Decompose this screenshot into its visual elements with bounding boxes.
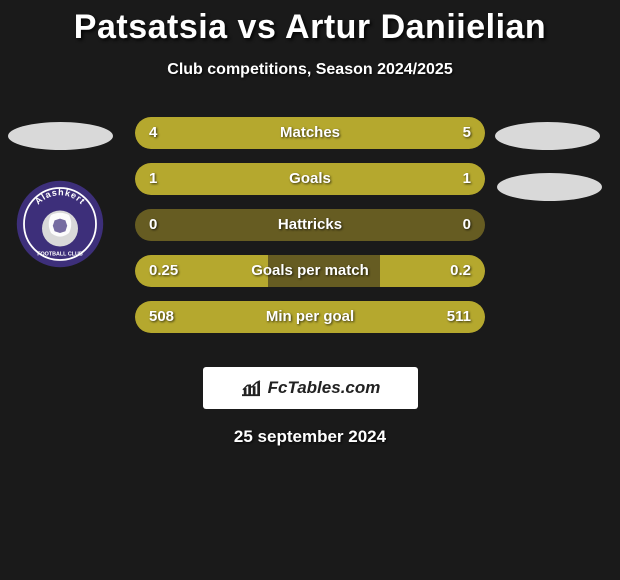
chart-icon — [240, 379, 262, 397]
player-left-placeholder — [8, 122, 113, 150]
stat-bar: 508511Min per goal — [135, 301, 485, 333]
comparison-arena: Alashkert FOOTBALL CLUB 45Matches 11Goals… — [0, 109, 620, 349]
stat-bars: 45Matches 11Goals 00Hattricks 0.250.2Goals … — [135, 117, 485, 347]
footer-brand-text: FcTables.com — [268, 378, 381, 398]
stat-bar: 45Matches — [135, 117, 485, 149]
bar-label: Matches — [135, 117, 485, 149]
stat-bar: 0.250.2Goals per match — [135, 255, 485, 287]
club-logo-alashkert: Alashkert FOOTBALL CLUB — [15, 179, 105, 269]
footer-brand: FcTables.com — [203, 367, 418, 409]
bar-label: Goals — [135, 163, 485, 195]
bar-label: Hattricks — [135, 209, 485, 241]
player-right-placeholder-1 — [495, 122, 600, 150]
subtitle: Club competitions, Season 2024/2025 — [0, 61, 620, 79]
bar-label: Min per goal — [135, 301, 485, 333]
svg-text:FOOTBALL CLUB: FOOTBALL CLUB — [37, 252, 83, 258]
stat-bar: 11Goals — [135, 163, 485, 195]
bar-label: Goals per match — [135, 255, 485, 287]
date-label: 25 september 2024 — [0, 427, 620, 447]
stat-bar: 00Hattricks — [135, 209, 485, 241]
page-title: Patsatsia vs Artur Daniielian — [0, 0, 620, 47]
player-right-placeholder-2 — [497, 173, 602, 201]
